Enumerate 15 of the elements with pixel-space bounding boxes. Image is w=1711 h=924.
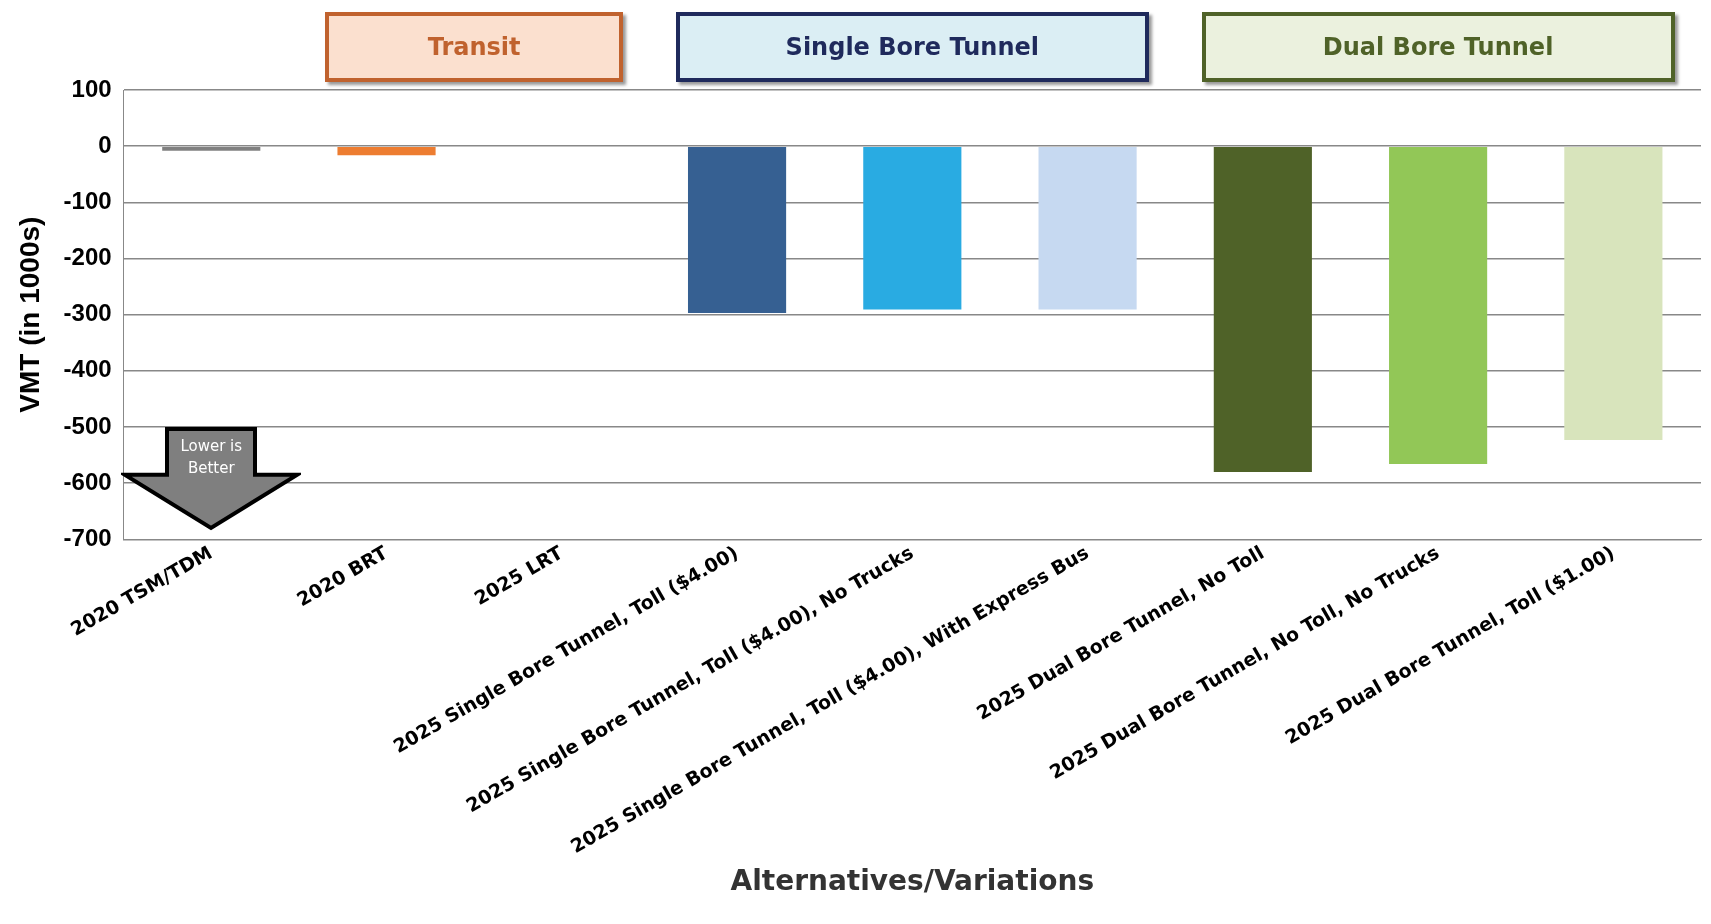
- y-tick-label: -300: [63, 299, 112, 327]
- y-tick-label: -700: [63, 523, 112, 551]
- y-tick-label: -200: [63, 243, 112, 271]
- annotation: Lower is Better: [179, 436, 244, 480]
- y-axis-title: VMT (in 1000s): [13, 216, 45, 413]
- y-tick-label: -400: [63, 355, 112, 383]
- text: Transit: [325, 12, 624, 82]
- text: Dual Bore Tunnel: [1201, 12, 1675, 82]
- y-tick-label: -600: [63, 467, 112, 495]
- text: Single Bore Tunnel: [675, 12, 1149, 82]
- x-axis-title: Alternatives/Variations: [730, 864, 1095, 898]
- y-tick-label: -500: [63, 411, 112, 439]
- y-tick-label: 100: [71, 74, 112, 102]
- y-tick-label: -100: [63, 186, 112, 214]
- y-tick-label: 0: [98, 130, 112, 158]
